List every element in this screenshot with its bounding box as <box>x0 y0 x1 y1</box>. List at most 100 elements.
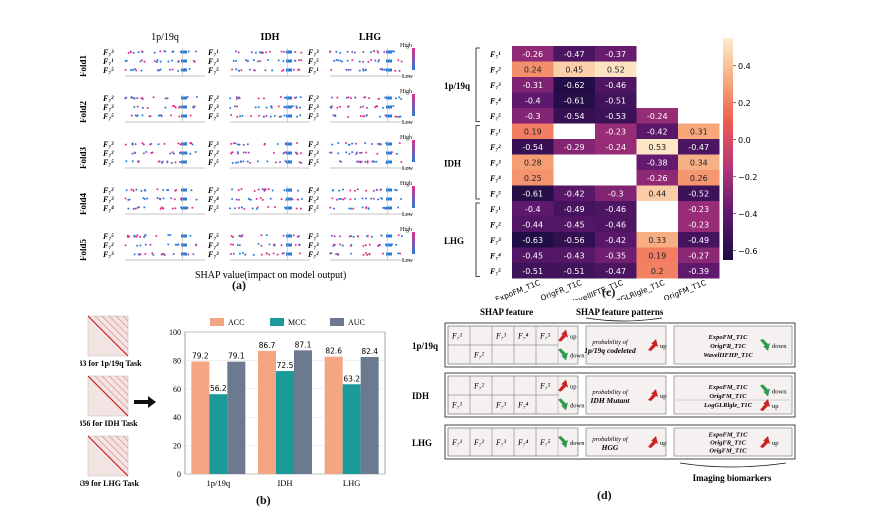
row-label: F₇⁵ <box>489 189 501 198</box>
shap-point <box>231 161 234 164</box>
shap-point <box>263 143 266 146</box>
shap-point <box>364 252 367 255</box>
feature-label: F₇⁵ <box>102 158 114 167</box>
group-label: IDH <box>444 158 461 168</box>
shap-cluster <box>286 50 292 54</box>
header-shap: SHAP feature <box>480 307 533 317</box>
cell-value: 0.2 <box>651 267 664 276</box>
shap-point <box>132 207 135 210</box>
feature-label: F₇³ <box>207 103 219 112</box>
heatmap-cell <box>512 216 554 232</box>
feature-label: F₇³ <box>102 48 114 57</box>
shap-point <box>159 68 162 71</box>
shap-point <box>397 252 400 255</box>
shap-point <box>368 243 371 246</box>
shap-point <box>383 206 386 209</box>
shap-point <box>144 243 147 246</box>
shap-point <box>272 244 275 247</box>
shap-cluster <box>386 50 392 54</box>
shap-point <box>174 207 177 210</box>
cell-value: -0.23 <box>605 127 626 136</box>
shap-point <box>359 115 362 118</box>
shap-point <box>249 198 252 201</box>
shap-point <box>400 161 403 164</box>
y-tick-label: 0 <box>177 470 181 479</box>
bar-value: 63.2 <box>343 374 360 383</box>
feature-label: F₇⁵ <box>207 232 219 241</box>
shap-cluster <box>386 114 392 118</box>
feature-label: F₇³ <box>207 57 219 66</box>
heatmap-cell <box>553 201 595 217</box>
shap-point <box>377 51 380 54</box>
shap-point <box>233 207 236 210</box>
feature-label: F₇² <box>307 140 319 149</box>
shap-point <box>362 60 365 63</box>
thumbnail-texture <box>94 375 129 410</box>
shap-point <box>172 50 175 53</box>
shap-point <box>394 188 397 191</box>
shap-point <box>336 253 339 256</box>
feature-cell <box>535 427 559 457</box>
shap-point <box>232 235 235 238</box>
bar-value: 82.4 <box>361 347 378 356</box>
shap-cluster <box>181 142 187 146</box>
cell-value: -0.24 <box>647 112 668 121</box>
cell-value: -0.35 <box>605 251 626 260</box>
task-row-frame <box>444 372 796 418</box>
shap-point <box>296 115 299 118</box>
shap-cluster <box>181 59 187 63</box>
shap-point <box>134 207 137 210</box>
shap-point <box>283 96 286 99</box>
shap-cluster <box>286 243 292 247</box>
shap-point <box>178 106 181 109</box>
cell-value: 0.33 <box>648 236 666 245</box>
shap-point <box>232 252 235 255</box>
cell-value: -0.26 <box>522 50 543 59</box>
shap-point <box>374 59 377 62</box>
shap-cluster <box>386 68 392 72</box>
shap-point <box>137 161 140 164</box>
shap-point <box>364 160 367 163</box>
shap-point <box>124 60 127 63</box>
shap-point <box>365 151 368 154</box>
feature-label: F₇⁵ <box>207 66 219 75</box>
shap-point <box>279 160 282 163</box>
shap-point <box>229 106 232 109</box>
feature-label: F₇² <box>307 94 319 103</box>
shap-cluster <box>386 160 392 164</box>
feature-label: F₇⁵ <box>207 158 219 167</box>
shap-point <box>229 252 232 255</box>
shap-point <box>267 206 270 209</box>
cell-value: -0.44 <box>522 220 543 229</box>
y-tick-label: 60 <box>173 385 181 394</box>
shap-point <box>352 207 355 210</box>
shap-cluster <box>286 96 292 100</box>
shap-point <box>392 50 395 53</box>
shap-point <box>335 59 338 62</box>
shap-point <box>276 143 279 146</box>
shap-cluster <box>181 197 187 201</box>
cell-value: -0.45 <box>522 251 543 260</box>
shap-point <box>291 105 294 108</box>
arrow-up-icon <box>648 436 658 448</box>
shap-cluster <box>286 59 292 63</box>
shap-point <box>397 206 400 209</box>
shap-point <box>254 51 257 54</box>
shap-point <box>273 114 276 117</box>
shap-point <box>149 243 152 246</box>
feature-label: F₇⁴ <box>307 186 319 195</box>
shap-point <box>240 206 243 209</box>
shap-point <box>266 59 269 62</box>
shap-point <box>369 51 372 54</box>
shap-point <box>339 59 342 62</box>
arrow-up-icon <box>648 339 658 351</box>
shap-point <box>174 243 177 246</box>
heatmap-cell <box>512 232 554 248</box>
shap-point <box>266 160 269 163</box>
feature-cell-label: F₇⁵ <box>539 382 551 391</box>
shap-cluster <box>181 151 187 155</box>
task-label: 1p/19q <box>412 341 438 351</box>
shap-point <box>143 189 146 192</box>
shap-point <box>296 235 299 238</box>
shap-point <box>265 252 268 255</box>
